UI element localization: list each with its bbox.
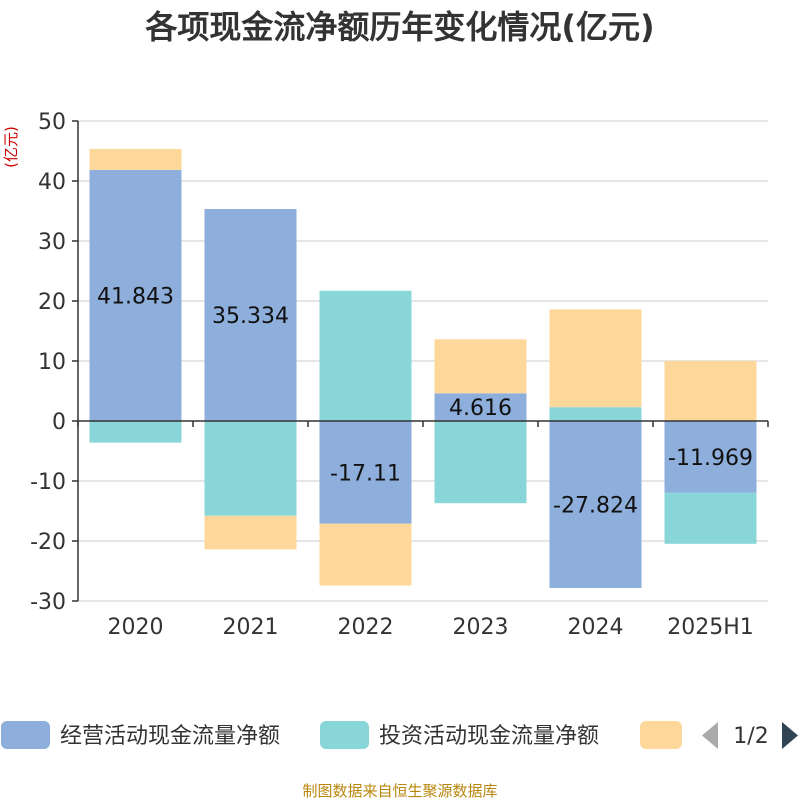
bar-segment [89,148,182,170]
bar-segment [319,290,412,421]
y-tick-label: 20 [38,290,66,315]
chart-title: 各项现金流净额历年变化情况(亿元) [145,8,654,46]
legend-next-page-icon[interactable] [782,722,798,749]
x-tick-label: 2022 [338,615,394,640]
x-tick-label: 2023 [453,615,509,640]
bars [89,148,757,588]
bar-segment [434,393,527,421]
bar-segment [549,309,642,408]
y-axis-unit: (亿元) [2,126,20,168]
bar-segment [89,421,182,443]
legend-swatch-financing[interactable] [640,721,682,749]
bar-segment [434,339,527,394]
bar-segment [204,421,297,516]
data-label: 4.616 [449,396,512,421]
data-source-note: 制图数据来自恒生聚源数据库 [302,782,497,800]
bar-segment [204,515,297,550]
x-tick-label: 2025H1 [667,615,754,640]
y-tick-label: -30 [30,590,66,615]
bar-segment [319,421,412,524]
legend-prev-page-icon[interactable] [702,722,718,749]
y-tick-label: 50 [38,110,66,135]
legend-label-investing[interactable]: 投资活动现金流量净额 [379,724,599,749]
y-tick-label: -20 [30,530,66,555]
y-tick-label: 10 [38,350,66,375]
bar-segment [204,208,297,421]
y-tick-label: -10 [30,470,66,495]
axes: 50 40 30 20 10 0 -10 -20 -30 2020 2021 2022 2023 2024… [30,110,769,640]
legend: 经营活动现金流量净额 投资活动现金流量净额 1/2 [1,721,798,749]
y-tick-label: 40 [38,170,66,195]
data-label: 41.843 [97,284,174,309]
x-tick-label: 2024 [568,615,624,640]
y-tick-label: 30 [38,230,66,255]
legend-page-indicator: 1/2 [733,724,768,749]
legend-label-operating[interactable]: 经营活动现金流量净额 [60,724,280,749]
bar-segment [319,523,412,586]
x-tick-label: 2021 [223,615,279,640]
data-label: -17.11 [330,461,401,486]
legend-swatch-investing[interactable] [320,721,369,749]
bar-segment [549,407,642,421]
bar-segment [664,421,757,493]
legend-swatch-operating[interactable] [1,721,50,749]
bar-segment [664,361,757,421]
y-tick-label: 0 [52,410,66,435]
x-tick-label: 2020 [108,615,164,640]
data-label: -11.969 [668,446,753,471]
bar-segment [664,492,757,544]
data-label: -27.824 [553,493,638,518]
bar-segment [89,169,182,421]
data-label: 35.334 [212,304,289,329]
bar-segment [549,421,642,588]
grid-lines [78,120,768,602]
data-labels: 41.843 35.334 -17.11 4.616 -27.824 -11.969 [97,284,753,518]
bar-segment [434,421,527,504]
